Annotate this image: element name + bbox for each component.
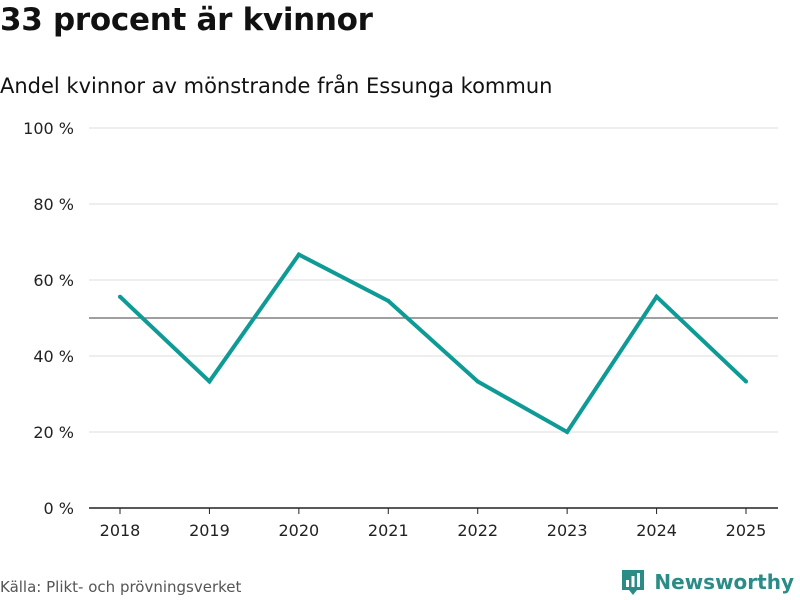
data-point — [296, 252, 301, 257]
y-tick-label: 20 % — [33, 423, 74, 442]
x-tick-label: 2018 — [100, 521, 141, 540]
x-tick-label: 2025 — [726, 521, 767, 540]
data-point — [654, 294, 659, 299]
grid-lines — [89, 127, 778, 433]
data-point — [207, 379, 212, 384]
x-tick-label: 2022 — [457, 521, 498, 540]
data-point — [475, 379, 480, 384]
source-note: Källa: Plikt- och prövningsverket — [0, 578, 242, 596]
brand-name: Newsworthy — [654, 570, 794, 594]
x-tick-label: 2021 — [368, 521, 409, 540]
y-tick-label: 60 % — [33, 271, 74, 290]
series-group — [118, 251, 748, 435]
y-tick-label: 80 % — [33, 195, 74, 214]
x-tick-label: 2024 — [636, 521, 677, 540]
chart-subtitle: Andel kvinnor av mönstrande från Essunga… — [0, 74, 553, 98]
x-tick-label: 2023 — [547, 521, 588, 540]
data-point — [744, 379, 748, 384]
newsworthy-logo[interactable]: Newsworthy — [620, 568, 794, 596]
y-tick-label: 0 % — [44, 499, 74, 518]
x-axis-ticks: 2018 2019 2020 2021 2022 2023 2024 2025 — [100, 508, 767, 540]
x-tick-label: 2020 — [278, 521, 319, 540]
data-point — [386, 298, 391, 303]
data-point — [118, 294, 122, 299]
x-tick-label: 2019 — [189, 521, 230, 540]
chart-title: 33 procent är kvinnor — [0, 2, 373, 38]
y-axis-ticks: 0 % 20 % 40 % 60 % 80 % 100 % — [23, 119, 74, 518]
line-chart: 0 % 20 % 40 % 60 % 80 % 100 % 2018 2019 2020 202… — [23, 119, 778, 540]
y-tick-label: 40 % — [33, 347, 74, 366]
bar-chart-icon — [622, 570, 645, 595]
series-line — [118, 251, 748, 435]
y-tick-label: 100 % — [23, 119, 74, 138]
data-point — [565, 430, 570, 434]
